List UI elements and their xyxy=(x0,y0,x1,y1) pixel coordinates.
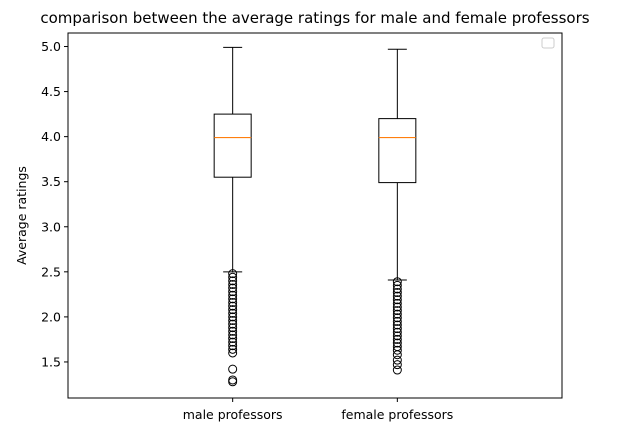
outlier-point xyxy=(392,345,402,355)
interquartile-box xyxy=(378,118,417,184)
outlier-point xyxy=(228,294,238,304)
outlier-point xyxy=(228,297,238,307)
outlier-point xyxy=(392,313,402,323)
outlier-point xyxy=(392,316,402,326)
box-male-professors xyxy=(213,46,252,387)
x-tick-label: male professors xyxy=(183,407,283,422)
outlier-point xyxy=(228,341,238,351)
outlier-point xyxy=(392,291,402,301)
outlier-point xyxy=(228,305,238,315)
interquartile-box xyxy=(213,113,252,178)
outlier-point xyxy=(228,334,238,344)
outlier-point xyxy=(228,283,238,293)
outlier-point xyxy=(228,375,238,385)
outlier-point xyxy=(228,269,238,279)
outlier-point xyxy=(228,364,238,374)
outlier-point xyxy=(392,306,402,316)
outlier-point xyxy=(228,344,238,354)
outlier-point xyxy=(228,330,238,340)
x-tick-label: female professors xyxy=(341,407,453,422)
y-tick-label: 1.5 xyxy=(41,354,61,369)
outlier-point xyxy=(392,334,402,344)
outlier-point xyxy=(392,360,402,370)
outlier-point xyxy=(392,350,402,360)
y-axis-ticks: 1.5 2.0 2.5 3.0 3.5 4.0 4.5 5.0 xyxy=(41,39,68,369)
x-axis-ticks: male professors female professors xyxy=(183,398,453,422)
box-female-professors xyxy=(378,48,417,375)
outlier-point xyxy=(228,290,238,300)
outlier-point xyxy=(392,324,402,334)
legend-box xyxy=(541,37,555,49)
outlier-point xyxy=(228,279,238,289)
outlier-point xyxy=(228,308,238,318)
outlier-point xyxy=(392,365,402,375)
y-tick-label: 4.0 xyxy=(41,129,61,144)
outlier-point xyxy=(392,320,402,330)
outlier-point xyxy=(228,276,238,286)
y-tick-label: 3.0 xyxy=(41,219,61,234)
outlier-point xyxy=(392,327,402,337)
outlier-point xyxy=(392,288,402,298)
outlier-point xyxy=(228,348,238,358)
outlier-point xyxy=(228,272,238,282)
outlier-point xyxy=(228,377,238,387)
outlier-point xyxy=(228,287,238,297)
outlier-point xyxy=(228,337,238,347)
outlier-point xyxy=(228,319,238,329)
outlier-point xyxy=(392,309,402,319)
outlier-point xyxy=(392,302,402,312)
outlier-point xyxy=(228,326,238,336)
outlier-point xyxy=(228,301,238,311)
y-tick-label: 2.0 xyxy=(41,309,61,324)
outlier-point xyxy=(228,323,238,333)
outlier-point xyxy=(228,312,238,322)
y-tick-label: 2.5 xyxy=(41,264,61,279)
outlier-point xyxy=(392,338,402,348)
outlier-point xyxy=(392,295,402,305)
outlier-point xyxy=(392,280,402,290)
plot-area-frame xyxy=(67,32,563,399)
y-tick-label: 3.5 xyxy=(41,174,61,189)
box-series xyxy=(213,46,417,387)
outlier-point xyxy=(392,298,402,308)
outlier-point xyxy=(392,355,402,365)
y-tick-label: 4.5 xyxy=(41,84,61,99)
outlier-point xyxy=(228,315,238,325)
y-axis-label: Average ratings xyxy=(14,166,29,265)
outlier-point xyxy=(392,331,402,341)
chart-title: comparison between the average ratings f… xyxy=(40,9,589,27)
y-tick-label: 5.0 xyxy=(41,39,61,54)
outlier-point xyxy=(392,277,402,287)
outlier-point xyxy=(392,284,402,294)
